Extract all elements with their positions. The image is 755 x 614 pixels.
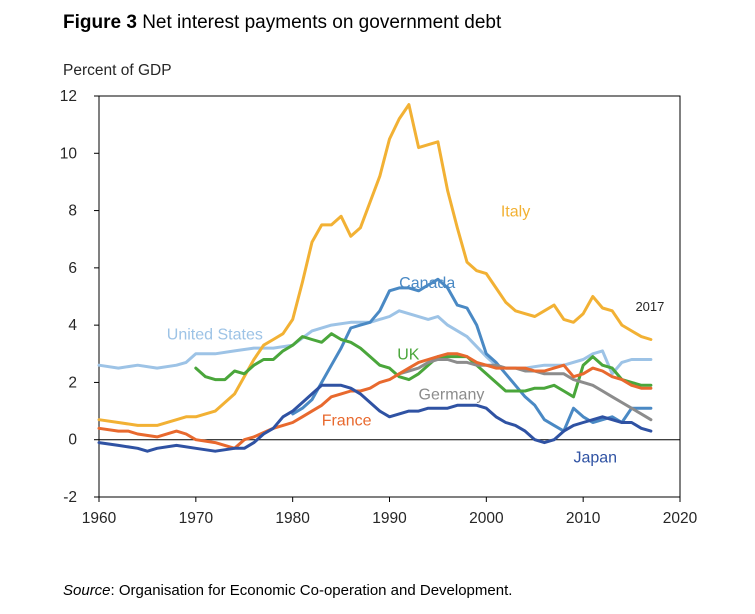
x-tick-label: 1970 [179,510,214,527]
y-tick-label: 6 [68,260,77,277]
series-lines [97,103,653,453]
y-tick-label: 2 [68,374,77,391]
x-tick-label: 2020 [663,510,698,527]
y-axis-label: Percent of GDP [63,62,172,79]
source-note: Source: Organisation for Economic Co-ope… [63,582,512,599]
series-label-france: France [322,412,372,429]
x-tick-label: 1960 [82,510,117,527]
series-labels: United States Italy Canada UK Germany France J… [167,203,665,466]
series-line-france [97,352,653,450]
series-label-germany: Germany [419,387,485,404]
series-label-uk: UK [397,347,420,364]
x-tick-label: 1980 [275,510,310,527]
y-tick-label: -2 [63,489,77,506]
y-tick-label: 12 [60,88,77,105]
x-tick-label: 2000 [469,510,504,527]
series-line-united-states [97,309,653,376]
figure-number: Figure 3 [63,12,137,33]
figure-title-text: Net interest payments on government debt [142,12,502,33]
series-label-japan: Japan [573,450,617,467]
y-tick-label: 4 [68,317,77,334]
y-tick-label: 10 [60,145,78,162]
y-tick-label: 0 [68,432,77,449]
series-line-japan [97,383,653,453]
figure-title: Figure 3 Net interest payments on govern… [63,12,501,34]
axes: -2 0 2 4 6 8 10 12 1960 1970 1980 1990 2000 2010 2020 [60,88,698,527]
series-line-uk [194,332,653,399]
y-tick-label: 8 [68,203,77,220]
series-line-germany [397,358,653,422]
series-label-italy: Italy [501,203,530,220]
x-tick-label: 1990 [372,510,407,527]
source-label: Source [63,582,111,599]
series-label-united-states: United States [167,326,263,343]
series-line-italy [97,103,653,427]
x-tick-label: 2010 [566,510,601,527]
annotation-2017: 2017 [635,299,664,314]
series-label-canada: Canada [399,275,455,292]
source-text: : Organisation for Economic Co-operation… [110,582,513,599]
